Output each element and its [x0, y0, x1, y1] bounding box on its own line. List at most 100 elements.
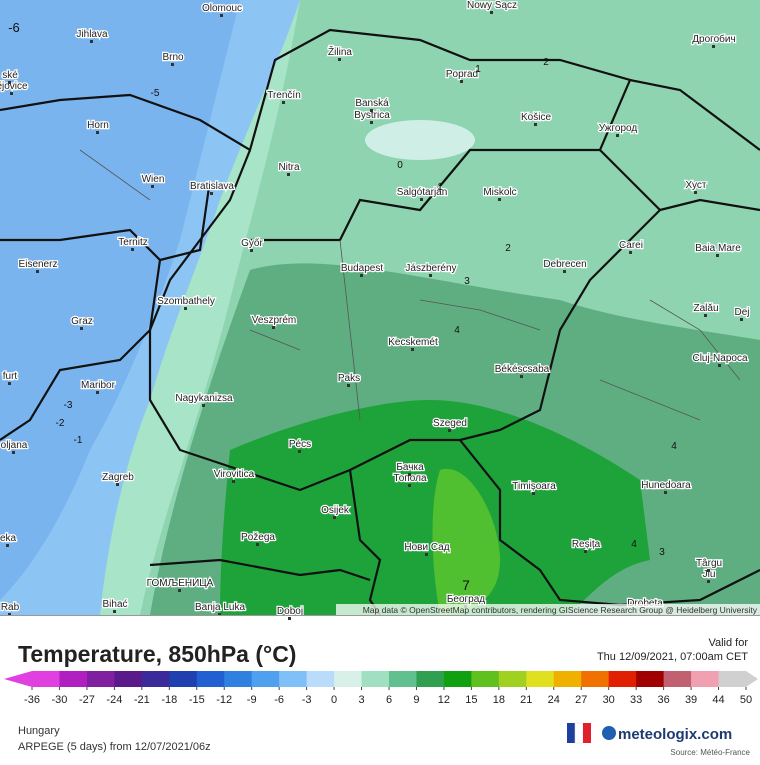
colorbar-tick-label: 27 [575, 694, 587, 706]
colorbar-segment [443, 671, 472, 687]
city: Ternitz [118, 237, 147, 248]
city: Salgótarján [397, 187, 448, 198]
city: Reșița [572, 539, 601, 550]
city-marker [718, 364, 721, 367]
city-marker [288, 617, 291, 620]
colorbar-tick-label: -21 [134, 694, 150, 706]
city-marker [96, 131, 99, 134]
city-marker [370, 109, 373, 112]
city-marker [113, 610, 116, 613]
city-marker [360, 274, 363, 277]
city-marker [584, 550, 587, 553]
city-marker [448, 429, 451, 432]
city-marker [411, 348, 414, 351]
colorbar: -36 -30 -27 -24 -21 -18 -15 -12 -9 -6 -3 0 3 6 9 12 15 18… [4, 671, 758, 706]
colorbar-tick-label: -30 [52, 694, 68, 706]
city: Bratislava [190, 181, 234, 192]
city-marker [490, 11, 493, 14]
city: Košice [521, 112, 551, 123]
valid-label: Valid for [708, 637, 748, 649]
city-marker [629, 251, 632, 254]
colorbar-segment [718, 671, 747, 687]
city: Timișoara [512, 481, 556, 492]
city: Nowy Sącz [467, 0, 517, 11]
contour-label: 2 [543, 57, 549, 68]
colorbar-tick-label: -24 [106, 694, 122, 706]
city-marker [171, 63, 174, 66]
brand: meteologix.com [618, 726, 732, 743]
colorbar-tick-label: -36 [24, 694, 40, 706]
city-marker [210, 192, 213, 195]
colorbar-segment [691, 671, 720, 687]
city: Cluj-Napoca [692, 353, 747, 364]
city-marker [616, 134, 619, 137]
city: Virovitica [214, 469, 255, 480]
city-marker [460, 80, 463, 83]
city-marker [90, 40, 93, 43]
contour-label: 4 [454, 325, 460, 336]
city: Maribor [81, 380, 116, 391]
border [0, 28, 662, 492]
city-marker [716, 254, 719, 257]
colorbar-segment [251, 671, 280, 687]
city-marker [202, 404, 205, 407]
border [659, 198, 760, 212]
city-marker [333, 516, 336, 519]
colorbar-segment [636, 671, 665, 687]
colorbar-segment [526, 671, 555, 687]
contour-label: 4 [671, 441, 677, 452]
city: Graz [71, 316, 93, 327]
city-marker [116, 483, 119, 486]
city: Hunedoara [641, 480, 691, 491]
city-marker [220, 14, 223, 17]
city: Banská [355, 98, 389, 109]
city: Banja Luka [195, 602, 245, 613]
city: Београд [447, 594, 485, 605]
city-marker [408, 484, 411, 487]
colorbar-tick-label: -9 [247, 694, 257, 706]
city: Debrecen [543, 259, 586, 270]
city-marker [80, 327, 83, 330]
cool-pocket [365, 120, 475, 160]
contour-label: 4 [631, 539, 637, 550]
city-marker [8, 382, 11, 385]
city-marker [534, 123, 537, 126]
city: Топола [393, 473, 426, 484]
city-marker [8, 81, 11, 84]
contour-label: 0 [397, 160, 403, 171]
city-marker [178, 589, 181, 592]
border [0, 228, 162, 441]
city: Zagreb [102, 472, 134, 483]
city: Szombathely [157, 296, 215, 307]
border [149, 558, 371, 582]
contour-label: -3 [64, 400, 73, 411]
city: Doboj [277, 606, 303, 617]
attribution: Map data © OpenStreetMap contributors, r… [363, 605, 758, 615]
colorbar-tick-label: 18 [493, 694, 505, 706]
city: Бачка [396, 462, 424, 473]
region-line [79, 149, 741, 421]
city-marker [10, 92, 13, 95]
colorbar-segment [608, 671, 637, 687]
colorbar-tick-label: 9 [413, 694, 419, 706]
city: Trenčín [267, 90, 301, 101]
city-marker [425, 553, 428, 556]
city-marker [370, 121, 373, 124]
colder-zone [0, 0, 240, 600]
city: Rab [1, 602, 20, 613]
city-marker [184, 307, 187, 310]
city-marker [712, 45, 715, 48]
colorbar-tick-label: 3 [358, 694, 364, 706]
contour-label: 3 [464, 276, 470, 287]
city: Baia Mare [695, 243, 741, 254]
colorbar-tick-label: -12 [216, 694, 232, 706]
city-marker [532, 492, 535, 495]
contour-label: -2 [56, 418, 65, 429]
city: Békéscsaba [495, 364, 550, 375]
valid-time: Thu 12/09/2021, 07:00am CET [597, 651, 748, 663]
city: Wien [142, 174, 165, 185]
colorbar-segment [114, 671, 143, 687]
colorbar-segment [32, 671, 60, 687]
colorbar-tick-label: 36 [657, 694, 669, 706]
